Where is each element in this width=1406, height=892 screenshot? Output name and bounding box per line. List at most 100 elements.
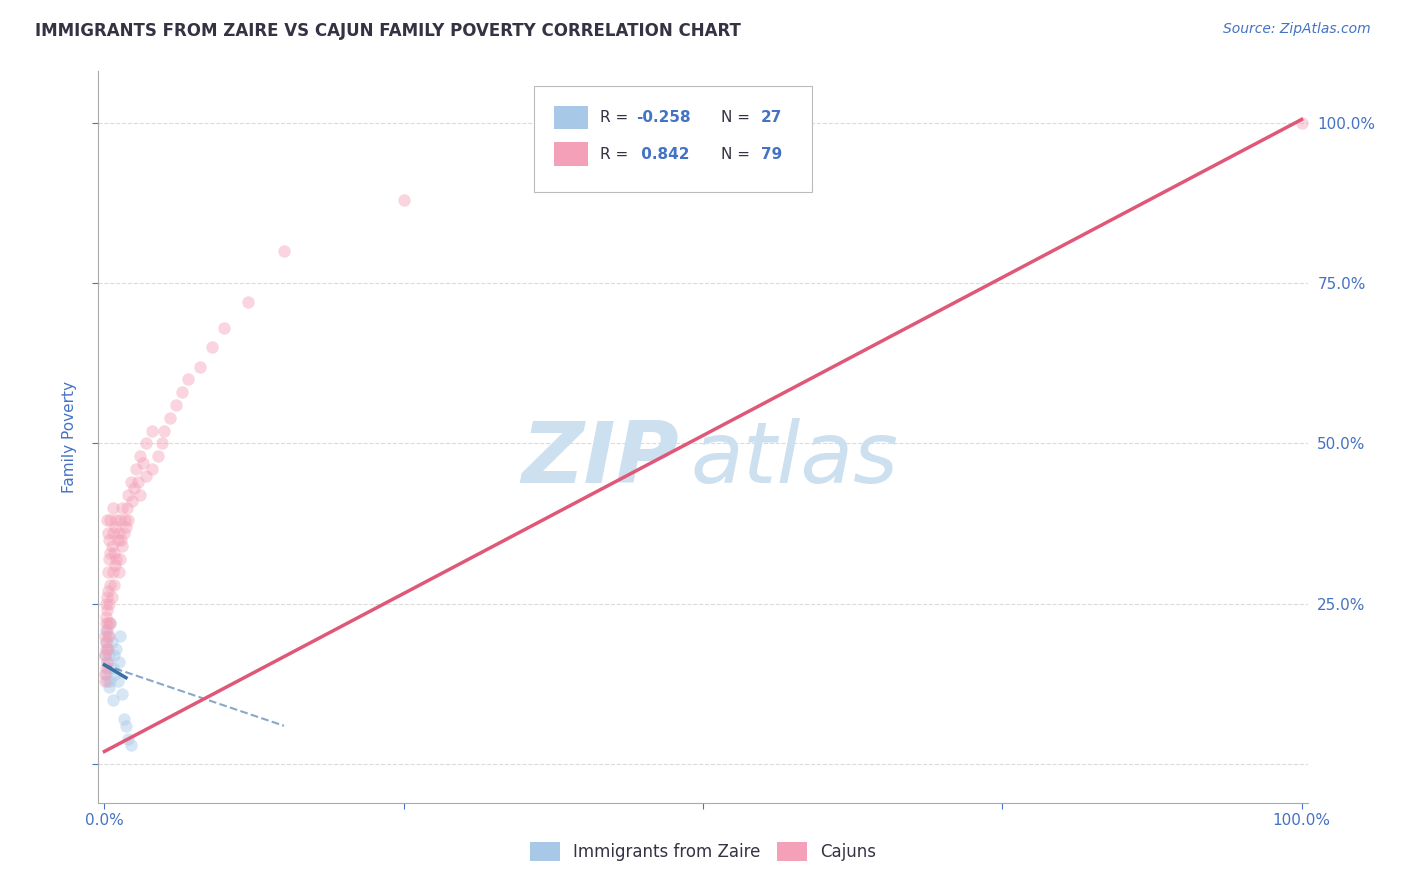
- Point: [120, 738, 142, 752]
- Point: [96, 655, 118, 669]
- Point: [94, 648, 117, 663]
- Point: [212, 321, 235, 335]
- Point: [117, 731, 139, 746]
- Point: [107, 673, 129, 688]
- Point: [129, 450, 152, 464]
- Point: [148, 450, 170, 464]
- Point: [98, 552, 121, 566]
- Point: [97, 584, 120, 599]
- Point: [392, 193, 415, 207]
- Point: [141, 462, 163, 476]
- Point: [100, 545, 122, 559]
- Point: [108, 629, 131, 643]
- Y-axis label: Family Poverty: Family Poverty: [62, 381, 77, 493]
- Point: [100, 673, 122, 688]
- Point: [150, 436, 173, 450]
- Point: [103, 545, 125, 559]
- Point: [112, 712, 135, 726]
- Point: [177, 372, 200, 386]
- Point: [101, 661, 124, 675]
- Point: [135, 468, 157, 483]
- Point: [172, 385, 194, 400]
- Text: R =: R =: [600, 110, 633, 125]
- Point: [107, 526, 129, 541]
- Text: ZIP: ZIP: [522, 417, 679, 500]
- Text: Source: ZipAtlas.com: Source: ZipAtlas.com: [1223, 22, 1371, 37]
- Bar: [554, 143, 588, 166]
- Point: [115, 520, 138, 534]
- Point: [94, 661, 117, 675]
- Point: [100, 591, 122, 605]
- Point: [96, 635, 118, 649]
- Text: 0.842: 0.842: [637, 146, 690, 161]
- Point: [97, 629, 120, 643]
- Point: [108, 514, 131, 528]
- Point: [100, 577, 122, 591]
- Point: [94, 667, 117, 681]
- Point: [111, 687, 134, 701]
- Point: [97, 661, 120, 675]
- Point: [98, 629, 121, 643]
- Point: [104, 520, 127, 534]
- Point: [97, 641, 120, 656]
- Point: [101, 565, 124, 579]
- Point: [94, 648, 117, 663]
- Point: [101, 693, 124, 707]
- Point: [236, 295, 259, 310]
- Point: [94, 629, 117, 643]
- Point: [94, 641, 117, 656]
- Point: [100, 616, 122, 631]
- Point: [94, 673, 117, 688]
- Point: [111, 500, 134, 515]
- Point: [112, 526, 135, 541]
- Bar: [554, 106, 588, 129]
- Point: [115, 500, 138, 515]
- Point: [110, 533, 132, 547]
- Point: [98, 648, 121, 663]
- Point: [96, 603, 118, 617]
- Point: [96, 514, 118, 528]
- Point: [121, 494, 143, 508]
- Point: [96, 623, 118, 637]
- Point: [273, 244, 295, 258]
- Point: [104, 558, 127, 573]
- Point: [107, 655, 129, 669]
- Point: [100, 539, 122, 553]
- Text: 27: 27: [761, 110, 782, 125]
- Point: [188, 359, 211, 374]
- Point: [120, 475, 142, 489]
- Point: [94, 667, 117, 681]
- Point: [94, 616, 117, 631]
- FancyBboxPatch shape: [534, 86, 811, 192]
- Text: N =: N =: [721, 110, 755, 125]
- Point: [105, 514, 128, 528]
- Point: [141, 424, 163, 438]
- Point: [117, 488, 139, 502]
- Point: [98, 681, 121, 695]
- Point: [100, 514, 122, 528]
- Point: [101, 500, 124, 515]
- Point: [96, 623, 118, 637]
- Point: [201, 340, 224, 354]
- Point: [101, 526, 124, 541]
- Point: [100, 616, 122, 631]
- Point: [132, 456, 155, 470]
- Point: [1291, 116, 1313, 130]
- Point: [127, 475, 149, 489]
- Point: [94, 635, 117, 649]
- Point: [97, 565, 120, 579]
- Point: [159, 410, 181, 425]
- Point: [108, 552, 131, 566]
- Point: [135, 436, 157, 450]
- Point: [104, 667, 127, 681]
- Point: [96, 609, 118, 624]
- Point: [98, 597, 121, 611]
- Point: [105, 552, 128, 566]
- Point: [96, 641, 118, 656]
- Point: [96, 673, 118, 688]
- Point: [100, 635, 122, 649]
- Point: [114, 514, 136, 528]
- Point: [107, 565, 129, 579]
- Point: [97, 526, 120, 541]
- Point: [115, 719, 138, 733]
